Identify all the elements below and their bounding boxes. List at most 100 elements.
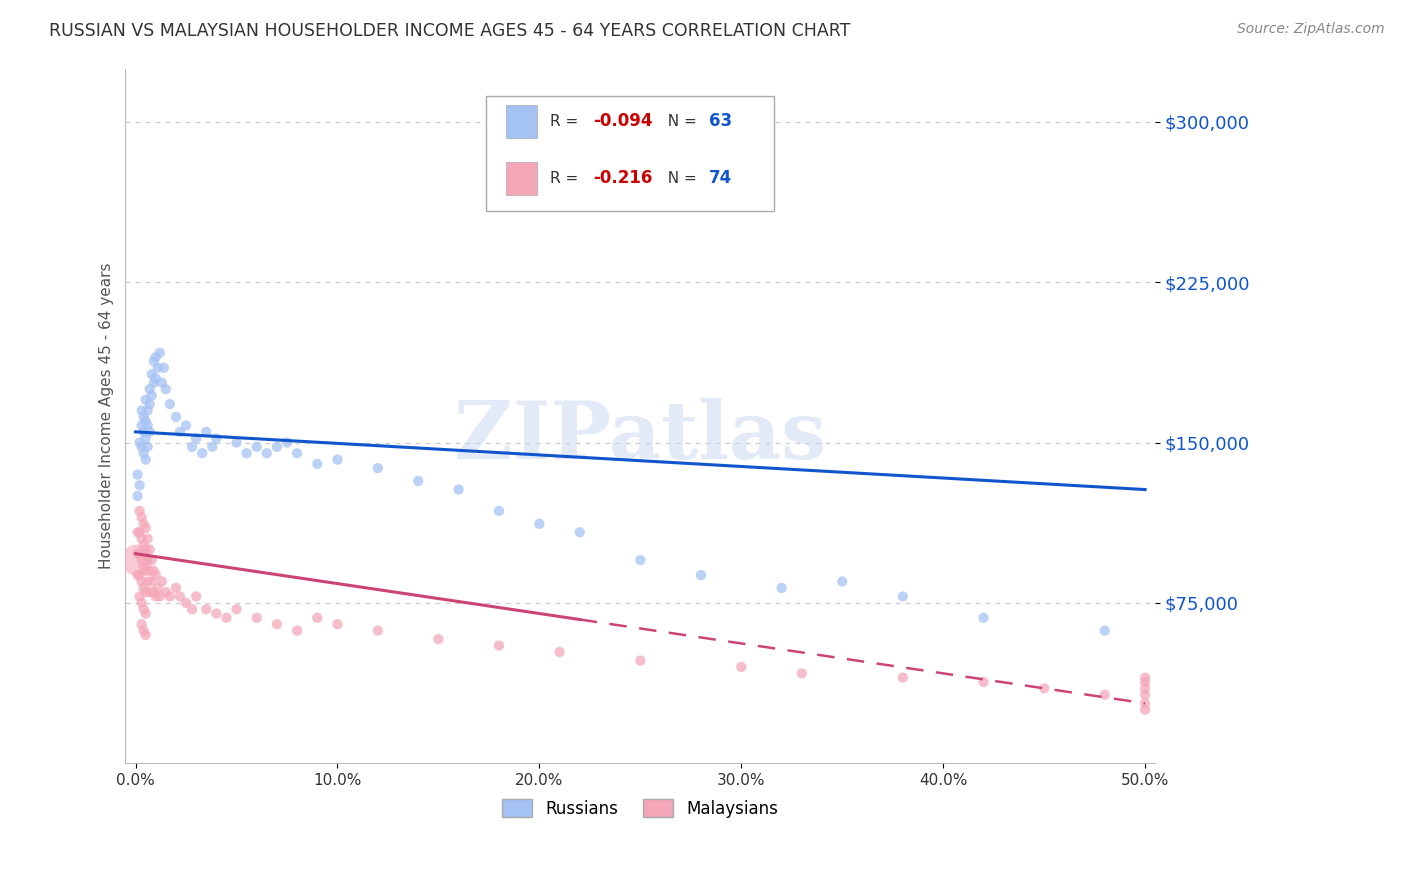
Point bbox=[136, 553, 159, 567]
Legend: Russians, Malaysians: Russians, Malaysians bbox=[495, 793, 785, 824]
Point bbox=[149, 590, 172, 604]
Point bbox=[326, 452, 349, 467]
Point bbox=[307, 457, 329, 471]
Point bbox=[1094, 688, 1116, 702]
Point bbox=[1133, 703, 1156, 717]
Point bbox=[285, 446, 308, 460]
Point bbox=[155, 382, 177, 396]
Point bbox=[447, 483, 470, 497]
Point bbox=[128, 504, 150, 518]
Point bbox=[186, 431, 208, 445]
Point bbox=[127, 489, 149, 503]
Point bbox=[225, 435, 247, 450]
Point bbox=[131, 403, 153, 417]
Point bbox=[127, 467, 149, 482]
Point bbox=[138, 382, 160, 396]
Text: R =: R = bbox=[550, 114, 583, 128]
Point bbox=[256, 446, 278, 460]
Point bbox=[132, 602, 155, 616]
Point bbox=[225, 602, 247, 616]
Point bbox=[127, 525, 149, 540]
Point bbox=[159, 397, 181, 411]
Point bbox=[195, 602, 218, 616]
Point bbox=[285, 624, 308, 638]
Point bbox=[246, 611, 269, 625]
Point bbox=[136, 532, 159, 546]
Point bbox=[138, 397, 160, 411]
Point bbox=[548, 645, 571, 659]
Point bbox=[155, 585, 177, 599]
Text: N =: N = bbox=[658, 114, 702, 128]
Point bbox=[132, 559, 155, 574]
Point bbox=[136, 418, 159, 433]
Point bbox=[181, 440, 204, 454]
Point bbox=[135, 414, 157, 428]
Point bbox=[135, 392, 157, 407]
Point bbox=[136, 440, 159, 454]
Point bbox=[128, 478, 150, 492]
Point bbox=[427, 632, 450, 647]
Point bbox=[145, 590, 167, 604]
Point bbox=[141, 574, 163, 589]
Text: N =: N = bbox=[658, 170, 702, 186]
Text: 63: 63 bbox=[709, 112, 733, 130]
Text: -0.094: -0.094 bbox=[593, 112, 652, 130]
Point bbox=[973, 611, 995, 625]
Point bbox=[127, 568, 149, 582]
Point bbox=[149, 345, 172, 359]
Point bbox=[205, 431, 228, 445]
Point bbox=[127, 547, 149, 561]
Point bbox=[628, 553, 651, 567]
Point bbox=[1094, 624, 1116, 638]
Text: ZIPatlas: ZIPatlas bbox=[454, 398, 827, 475]
Point bbox=[145, 350, 167, 364]
Point bbox=[135, 431, 157, 445]
FancyBboxPatch shape bbox=[486, 96, 775, 211]
Point bbox=[135, 452, 157, 467]
Point bbox=[1133, 681, 1156, 696]
Point bbox=[132, 581, 155, 595]
Point bbox=[1033, 681, 1056, 696]
Point bbox=[406, 474, 429, 488]
Text: 74: 74 bbox=[709, 169, 733, 187]
Point bbox=[136, 403, 159, 417]
Point bbox=[135, 521, 157, 535]
Text: R =: R = bbox=[550, 170, 583, 186]
Point bbox=[131, 596, 153, 610]
Point bbox=[135, 585, 157, 599]
Point bbox=[125, 553, 148, 567]
Point bbox=[128, 547, 150, 561]
Point bbox=[128, 525, 150, 540]
Point bbox=[690, 568, 713, 582]
Point bbox=[529, 516, 551, 531]
Text: RUSSIAN VS MALAYSIAN HOUSEHOLDER INCOME AGES 45 - 64 YEARS CORRELATION CHART: RUSSIAN VS MALAYSIAN HOUSEHOLDER INCOME … bbox=[49, 22, 851, 40]
Point bbox=[135, 564, 157, 578]
Point bbox=[132, 538, 155, 552]
Point bbox=[174, 596, 197, 610]
Point bbox=[266, 440, 288, 454]
Point bbox=[135, 607, 157, 621]
Point bbox=[488, 639, 510, 653]
Point bbox=[191, 446, 214, 460]
Point bbox=[153, 360, 176, 375]
Point bbox=[142, 564, 165, 578]
Point bbox=[132, 425, 155, 439]
Point bbox=[205, 607, 228, 621]
Point bbox=[136, 574, 159, 589]
Point bbox=[132, 409, 155, 424]
Point bbox=[326, 617, 349, 632]
Point bbox=[146, 581, 169, 595]
Point bbox=[891, 590, 914, 604]
Point bbox=[174, 418, 197, 433]
Point bbox=[131, 510, 153, 524]
Point bbox=[770, 581, 793, 595]
Point bbox=[1133, 696, 1156, 710]
Point bbox=[169, 590, 191, 604]
Point bbox=[138, 542, 160, 557]
Point bbox=[568, 525, 591, 540]
Point bbox=[132, 516, 155, 531]
Point bbox=[973, 674, 995, 689]
Point bbox=[195, 425, 218, 439]
Point bbox=[131, 440, 153, 454]
Point bbox=[141, 388, 163, 402]
